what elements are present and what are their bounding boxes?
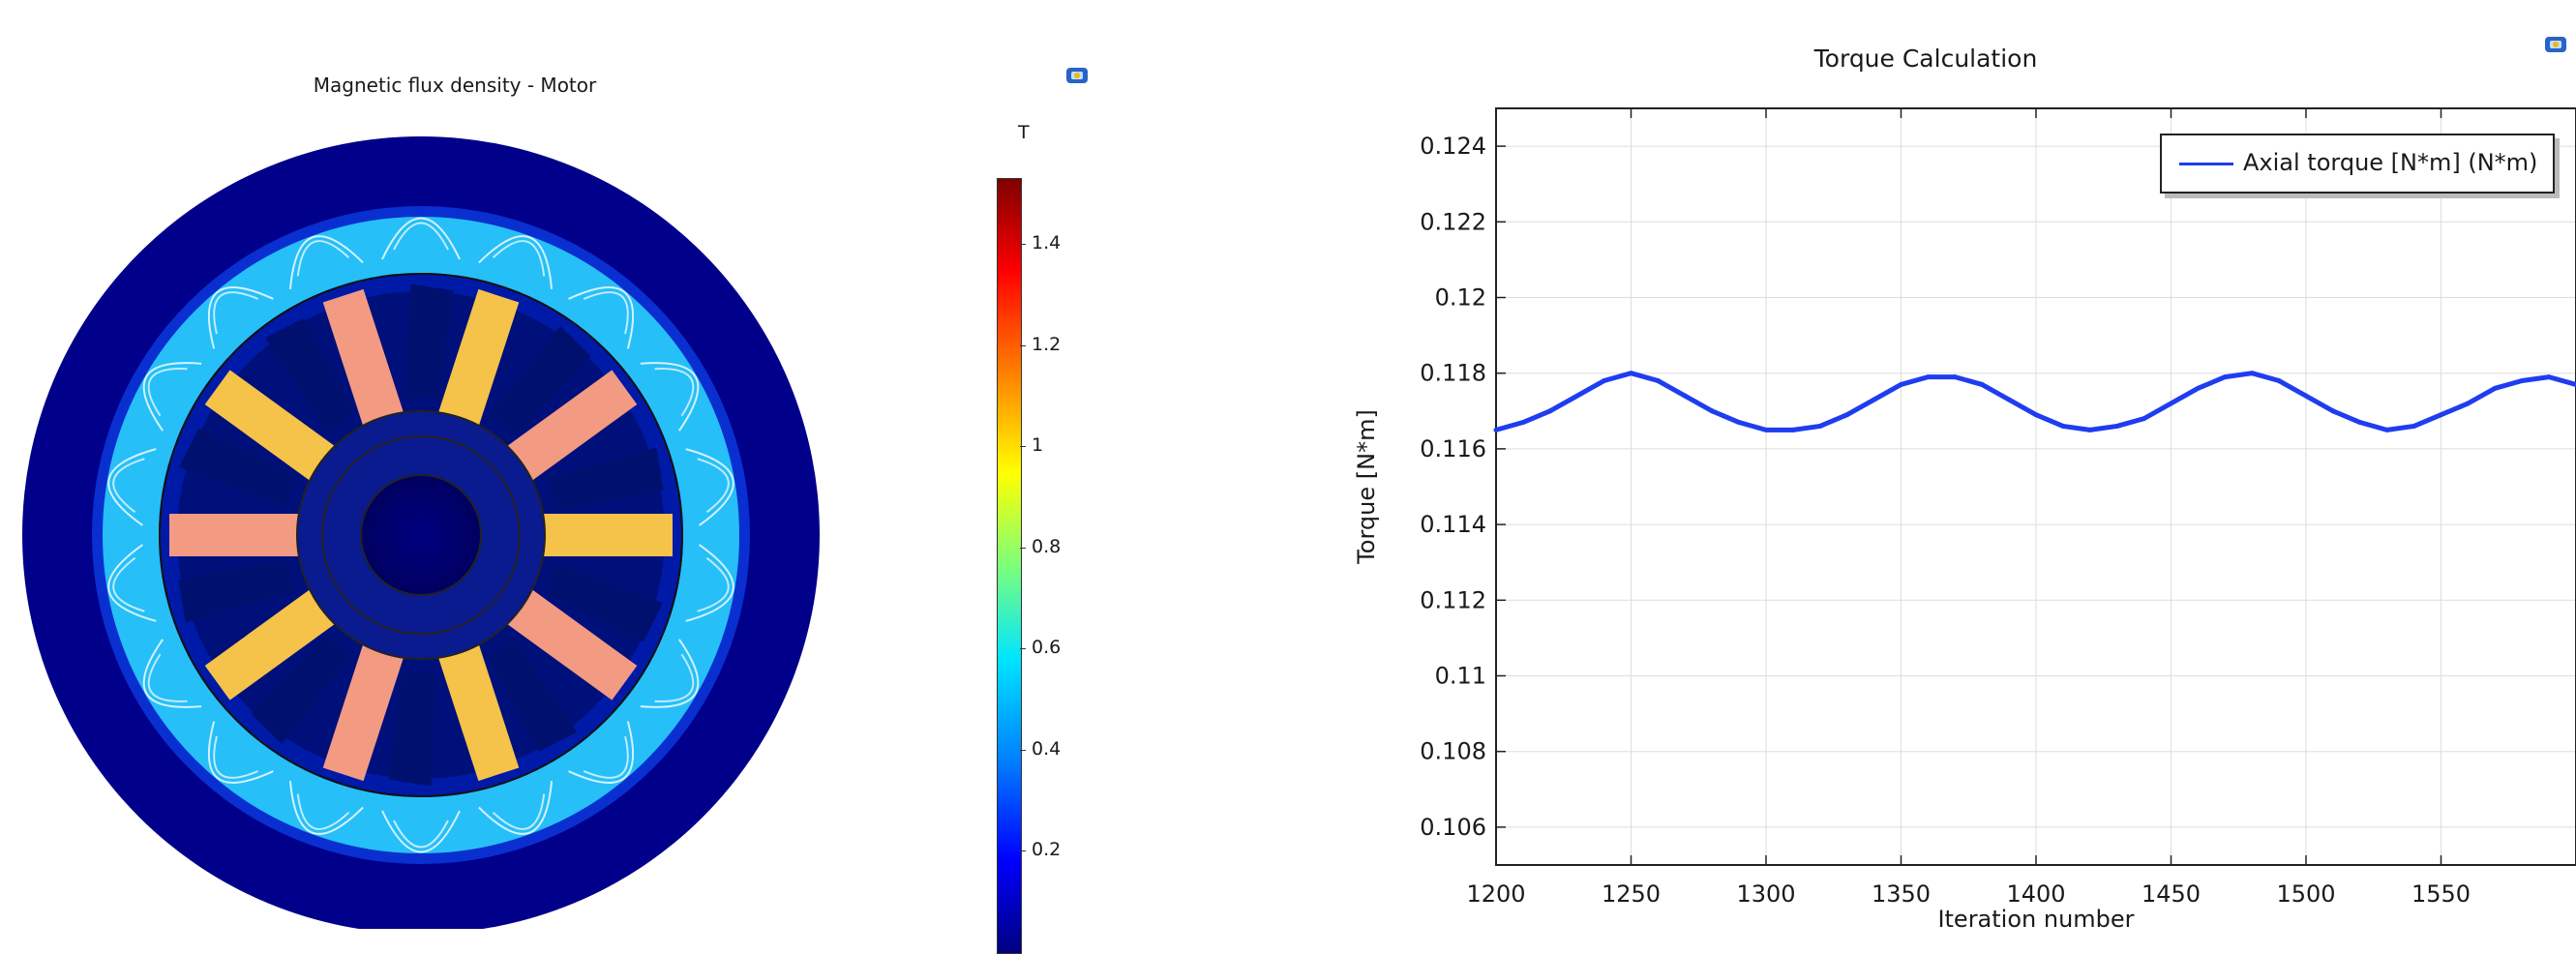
legend-line-swatch [2179, 163, 2233, 165]
x-tick-label: 1300 [1736, 880, 1795, 908]
colorbar-unit-label: T [1018, 122, 1030, 143]
x-tick-label: 1200 [1466, 880, 1525, 908]
x-tick-label: 1500 [2276, 880, 2335, 908]
camera-icon[interactable] [1064, 64, 1090, 87]
torque-data-point [2223, 374, 2228, 379]
torque-data-point [2384, 428, 2389, 432]
torque-data-point [2547, 374, 2552, 379]
torque-data-point [1817, 424, 1822, 429]
torque-data-point [2114, 424, 2119, 429]
colorbar-tick-label: 0.2 [1032, 839, 1061, 860]
colorbar-tick-mark [1020, 446, 1026, 447]
torque-data-point [1926, 374, 1931, 379]
colorbar-tick-mark [1020, 244, 1026, 245]
torque-data-point [1737, 420, 1742, 425]
torque-data-point [2439, 412, 2443, 417]
y-tick-label: 0.112 [1420, 586, 1486, 613]
torque-data-point [2007, 398, 2012, 402]
y-tick-label: 0.118 [1420, 360, 1486, 387]
torque-data-point [1602, 378, 1606, 383]
colorbar-tick-mark [1020, 850, 1026, 851]
x-tick-label: 1350 [1872, 880, 1931, 908]
colorbar-tick-mark [1020, 345, 1026, 346]
torque-data-point [2330, 408, 2335, 413]
torque-data-point [2250, 371, 2255, 375]
torque-data-point [2411, 424, 2416, 429]
torque-data-point [1764, 428, 1769, 432]
torque-data-point [1683, 394, 1688, 399]
torque-data-point [1844, 412, 1849, 417]
x-tick-label: 1450 [2142, 880, 2201, 908]
x-tick-label: 1550 [2411, 880, 2471, 908]
legend-label: Axial torque [N*m] (N*m) [2243, 149, 2537, 176]
torque-data-point [1629, 371, 1633, 375]
y-tick-label: 0.12 [1435, 284, 1486, 312]
torque-data-point [2277, 378, 2282, 383]
torque-data-point [1790, 428, 1795, 432]
colorbar [997, 178, 1022, 954]
torque-data-point [2060, 424, 2065, 429]
x-axis-label: Iteration number [1937, 906, 2134, 929]
y-tick-label: 0.122 [1420, 208, 1486, 235]
torque-data-point [1547, 408, 1552, 413]
torque-data-point [2520, 378, 2525, 383]
colorbar-tick-label: 1.2 [1032, 334, 1061, 355]
torque-data-point [1520, 420, 1525, 425]
colorbar-tick-label: 1.4 [1032, 232, 1061, 253]
x-tick-label: 1400 [2006, 880, 2065, 908]
colorbar-tick-mark [1020, 648, 1026, 649]
torque-data-point [1872, 398, 1876, 402]
torque-data-point [1656, 378, 1661, 383]
torque-data-point [1899, 382, 1903, 387]
torque-data-point [2034, 412, 2039, 417]
torque-data-point [1953, 374, 1958, 379]
motor-flux-density-plot[interactable] [0, 0, 968, 929]
torque-data-point [2169, 401, 2173, 405]
torque-data-point [2466, 401, 2471, 405]
y-tick-label: 0.106 [1420, 814, 1486, 841]
y-axis-label: Torque [N*m] [1353, 409, 1380, 565]
y-tick-label: 0.124 [1420, 133, 1486, 160]
torque-data-point [2142, 416, 2146, 421]
colorbar-tick-label: 0.8 [1032, 536, 1061, 557]
colorbar-tick-mark [1020, 750, 1026, 751]
colorbar-tick-label: 0.6 [1032, 637, 1061, 658]
torque-data-point [1980, 382, 1985, 387]
torque-data-point [2357, 420, 2362, 425]
torque-data-point [2196, 386, 2201, 391]
colorbar-tick-label: 1 [1032, 434, 1043, 456]
y-tick-label: 0.108 [1420, 738, 1486, 765]
colorbar-tick-mark [1020, 548, 1026, 549]
torque-data-point [1574, 394, 1579, 399]
torque-data-point [1710, 408, 1715, 413]
torque-data-point [2493, 386, 2498, 391]
colorbar-tick-label: 0.4 [1032, 738, 1061, 760]
torque-data-point [1494, 428, 1499, 432]
chart-legend: Axial torque [N*m] (N*m) [2160, 134, 2555, 194]
y-tick-label: 0.116 [1420, 435, 1486, 462]
torque-data-point [2087, 428, 2092, 432]
shaft [361, 475, 481, 595]
x-tick-label: 1250 [1602, 880, 1661, 908]
y-tick-label: 0.11 [1435, 663, 1486, 690]
y-tick-label: 0.114 [1420, 511, 1486, 538]
torque-data-point [2304, 394, 2309, 399]
